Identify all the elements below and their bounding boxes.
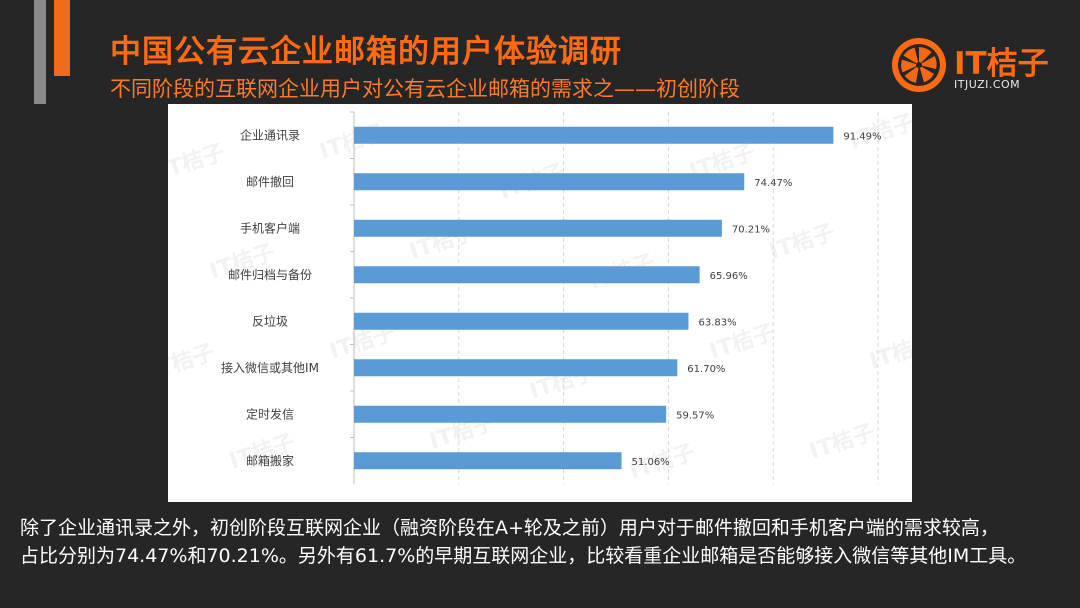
slide-title: 中国公有云企业邮箱的用户体验调研 xyxy=(110,34,622,70)
data-bar xyxy=(354,405,667,423)
chart-panel: IT桔子 IT桔子 IT桔子 IT桔子 IT桔子 IT桔子 IT桔子 IT桔子 IT桔子 IT桔子… xyxy=(168,104,912,502)
decorative-bar-orange xyxy=(54,0,70,76)
category-label: 反垃圾 xyxy=(252,313,288,328)
data-label: 70.21% xyxy=(732,224,770,235)
caption: 除了企业通讯录之外，初创阶段互联网企业（融资阶段在A+轮及之前）用户对于邮件撤回… xyxy=(20,514,1070,570)
data-label: 63.83% xyxy=(698,317,736,328)
logo-domain: ITJUZI.COM xyxy=(954,78,1021,91)
category-label: 邮箱搬家 xyxy=(246,453,294,468)
data-label: 65.96% xyxy=(710,271,748,282)
data-label: 61.70% xyxy=(687,364,725,375)
caption-line-2: 占比分别为74.47%和70.21%。另外有61.7%的早期互联网企业，比较看重… xyxy=(20,545,1027,567)
slide-subtitle: 不同阶段的互联网企业用户对公有云企业邮箱的需求之——初创阶段 xyxy=(110,77,740,101)
itjuzi-logo: IT桔子 ITJUZI.COM xyxy=(890,30,1070,94)
data-bar xyxy=(354,452,622,470)
category-label: 定时发信 xyxy=(246,406,294,421)
orange-slice-icon xyxy=(892,38,946,92)
data-label: 59.57% xyxy=(676,410,714,421)
caption-line-1: 除了企业通讯录之外，初创阶段互联网企业（融资阶段在A+轮及之前）用户对于邮件撤回… xyxy=(20,517,999,539)
data-label: 51.06% xyxy=(632,457,670,468)
category-label: 邮件归档与备份 xyxy=(228,268,312,282)
category-label: 企业通讯录 xyxy=(240,127,300,142)
data-label: 91.49% xyxy=(843,131,881,142)
category-label: 手机客户端 xyxy=(240,220,300,235)
data-label: 74.47% xyxy=(754,178,792,189)
logo-name: IT桔子 xyxy=(954,46,1049,82)
data-bar xyxy=(354,219,722,237)
data-bar xyxy=(354,126,834,144)
category-label: 邮件撤回 xyxy=(246,174,294,189)
decorative-bar-gray xyxy=(34,0,46,104)
bar-chart: 企业通讯录 91.49% 邮件撤回 74.47% 手机客户端 70.21% 邮件归档与备份 6… xyxy=(221,111,882,484)
data-bar xyxy=(354,173,745,191)
data-bar xyxy=(354,312,689,330)
data-bar xyxy=(354,266,700,284)
data-bar xyxy=(354,359,678,377)
category-label: 接入微信或其他IM xyxy=(221,360,319,375)
